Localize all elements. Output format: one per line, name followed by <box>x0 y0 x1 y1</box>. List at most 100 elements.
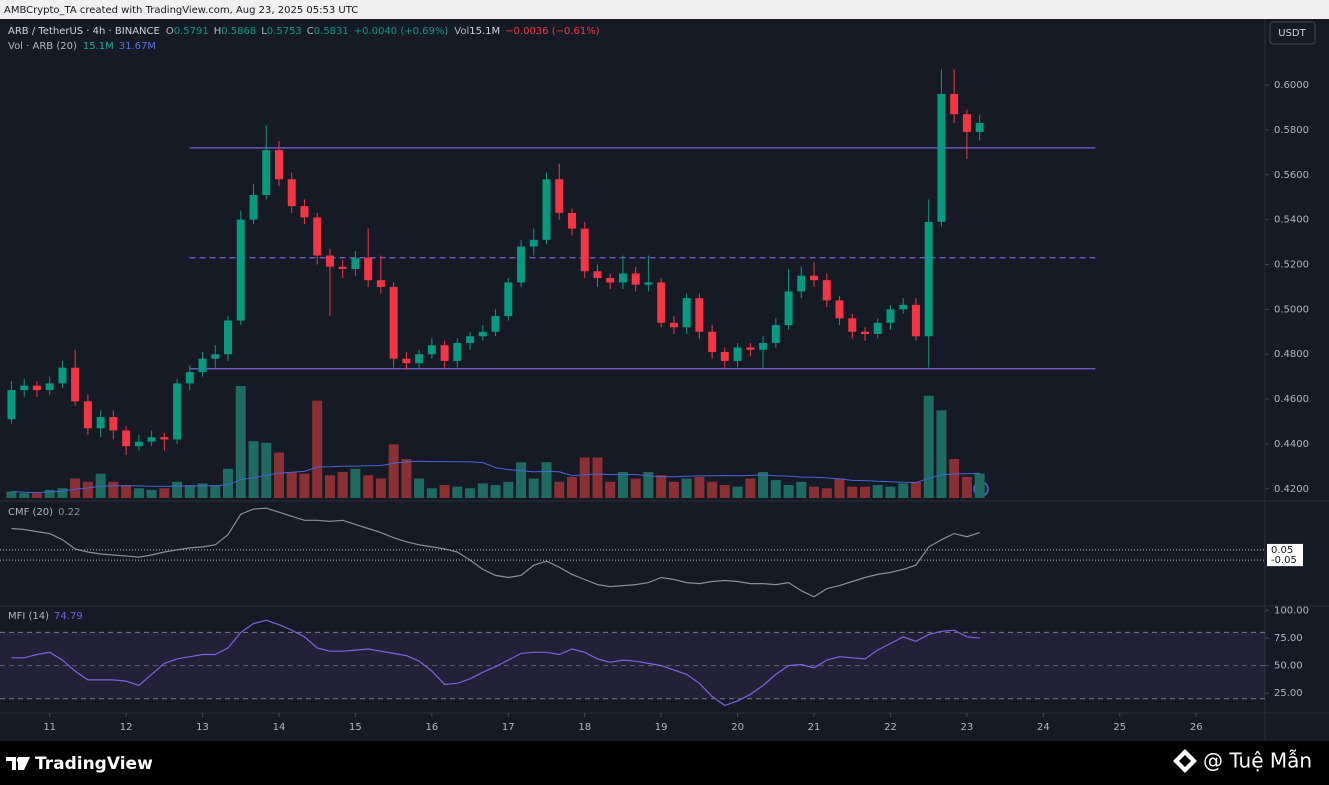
legend: ARB / TetherUS · 4h · BINANCE O0.5791 H0.5… <box>8 26 600 52</box>
volume-bar <box>248 441 259 498</box>
volume-bar <box>528 478 539 498</box>
currency-button[interactable] <box>1269 21 1316 45</box>
candle-body <box>211 354 220 359</box>
volume-bar <box>719 485 730 498</box>
candle-body <box>542 179 551 240</box>
volume-bar <box>681 478 692 498</box>
tv-logo-dot <box>16 757 22 763</box>
candle-body <box>899 304 908 310</box>
x-tick-label: 13 <box>196 722 209 733</box>
volume-bar <box>923 395 934 498</box>
plot-layer: 11 12 13 14 15 16 17 18 19 20 21 22 23 24 25 26 0.4200 0.… <box>0 69 1309 733</box>
volume-bar <box>159 488 170 498</box>
x-tick-label: 23 <box>961 722 974 733</box>
volume-bar <box>31 493 42 498</box>
candle-body <box>669 322 678 328</box>
volume-bar <box>745 478 756 498</box>
volume-bar <box>401 459 412 498</box>
x-tick-label: 14 <box>273 722 286 733</box>
volume-bar <box>172 481 183 498</box>
candle-body <box>198 358 207 373</box>
candle-body <box>147 437 156 442</box>
candle-body <box>644 282 653 285</box>
x-tick-label: 26 <box>1190 722 1203 733</box>
candle-body <box>453 342 462 361</box>
brand: TradingView <box>35 754 153 774</box>
candle-body <box>300 206 309 218</box>
indicator-line <box>11 619 980 707</box>
candle-body <box>924 221 933 337</box>
footer-bar <box>0 741 1329 785</box>
candle-body <box>122 430 131 447</box>
y-tick-label: 75.00 <box>1274 633 1303 644</box>
candle-body <box>325 255 334 267</box>
y-tick-label: 0.4200 <box>1274 484 1309 495</box>
candle-body <box>657 282 666 323</box>
level-label-box <box>1267 554 1303 567</box>
volume-bar <box>261 442 272 498</box>
candle-body <box>224 320 233 355</box>
volume-bar <box>337 472 348 498</box>
x-tick-label: 22 <box>884 722 897 733</box>
volume-bar <box>133 488 144 498</box>
candle-body <box>338 266 347 269</box>
x-tick-label: 15 <box>349 722 362 733</box>
y-tick-label: 100.00 <box>1274 605 1309 616</box>
volume-bar <box>847 486 858 498</box>
y-tick-label: 0.5600 <box>1274 170 1309 181</box>
candle-body <box>517 246 526 283</box>
y-tick-label: 0.5400 <box>1274 215 1309 226</box>
candle-body <box>185 372 194 384</box>
volume-bar <box>363 475 374 498</box>
candle-body <box>71 367 80 402</box>
volume-bar <box>312 400 323 498</box>
volume-bar <box>758 472 769 498</box>
volume-bar <box>439 485 450 498</box>
volume-bar <box>707 481 718 498</box>
volume-bar <box>452 486 463 498</box>
candle-body <box>975 122 984 132</box>
volume-bar <box>961 476 972 498</box>
volume-bar <box>210 485 221 498</box>
volume-ma-last: 31.67M <box>119 41 156 52</box>
volume-bar <box>770 480 781 498</box>
volume-bar <box>949 459 960 498</box>
volume-bar <box>223 468 234 498</box>
candle-body <box>389 286 398 359</box>
candle-body <box>593 271 602 278</box>
volume-bar <box>936 410 947 498</box>
candle-body <box>491 316 500 332</box>
candle-body <box>45 383 54 391</box>
h-label: H <box>214 26 222 37</box>
credit-bar <box>0 0 1329 19</box>
indicator-last: 0.22 <box>58 507 80 518</box>
binance-icon <box>1173 749 1197 773</box>
candle-body <box>771 325 780 343</box>
y-tick-label: 0.4600 <box>1274 394 1309 405</box>
volume-bar <box>414 478 425 498</box>
volume-bar <box>375 478 386 498</box>
candle-body <box>720 351 729 361</box>
volume-name: Vol · ARB (20) <box>8 41 77 52</box>
currency-label[interactable]: USDT <box>1278 28 1306 39</box>
volume-bar <box>974 473 985 498</box>
candle-body <box>504 282 513 317</box>
y-tick-label: 0.5000 <box>1274 304 1309 315</box>
volume-bar <box>44 489 55 498</box>
candle-body <box>810 275 819 281</box>
author: @ Tuệ Mẫn <box>1203 749 1312 773</box>
candle-body <box>83 401 92 429</box>
volume-bar <box>592 457 603 498</box>
y-tick-label: 0.5800 <box>1274 125 1309 136</box>
x-tick-label: 21 <box>808 722 821 733</box>
volume-bar <box>6 491 17 498</box>
o-label: O <box>166 26 174 37</box>
volume-bar <box>656 475 667 498</box>
y-tick-label: 50.00 <box>1274 661 1303 672</box>
y-tick-label: 0.4400 <box>1274 439 1309 450</box>
y-tick-label: 0.4800 <box>1274 349 1309 360</box>
volume-bar <box>694 476 705 498</box>
candle-body <box>873 322 882 335</box>
y-tick-label: 0.5200 <box>1274 259 1309 270</box>
candle-body <box>746 347 755 350</box>
